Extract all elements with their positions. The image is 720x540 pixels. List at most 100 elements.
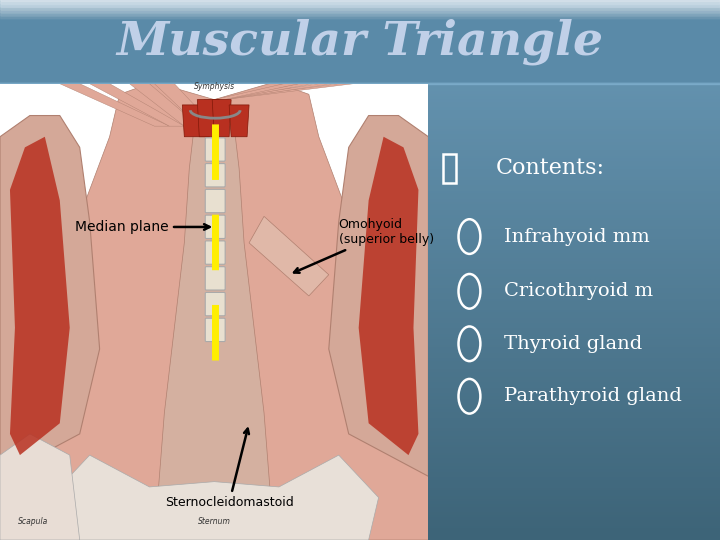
Bar: [0, 321, 720, 324]
Bar: [0, 381, 720, 383]
Bar: [0, 16, 720, 19]
Bar: [0, 316, 720, 319]
Bar: [0, 1, 720, 3]
Bar: [0, 157, 720, 159]
Polygon shape: [0, 84, 428, 540]
FancyBboxPatch shape: [205, 138, 225, 161]
Bar: [0, 2, 720, 4]
Bar: [0, 47, 720, 81]
Bar: [0, 19, 720, 21]
Bar: [0, 518, 720, 521]
Bar: [0, 74, 720, 82]
Bar: [0, 146, 720, 148]
Bar: [0, 46, 720, 49]
Bar: [0, 424, 720, 427]
Bar: [0, 59, 720, 81]
Bar: [0, 491, 720, 494]
Bar: [0, 194, 720, 197]
Bar: [0, 197, 720, 200]
Polygon shape: [10, 137, 70, 455]
Bar: [0, 213, 720, 216]
Bar: [0, 448, 720, 451]
Bar: [0, 338, 720, 340]
Bar: [0, 286, 720, 289]
Bar: [0, 62, 720, 65]
Bar: [0, 24, 720, 27]
Bar: [0, 246, 720, 248]
Bar: [0, 36, 720, 80]
Polygon shape: [214, 84, 354, 99]
Bar: [0, 346, 720, 348]
Bar: [0, 219, 720, 221]
Bar: [0, 521, 720, 524]
Bar: [0, 22, 720, 24]
FancyBboxPatch shape: [205, 164, 225, 187]
Bar: [0, 421, 720, 424]
Bar: [0, 456, 720, 459]
Bar: [0, 470, 720, 472]
Bar: [0, 51, 720, 81]
Bar: [0, 475, 720, 478]
Bar: [0, 181, 720, 184]
FancyBboxPatch shape: [205, 190, 225, 213]
Bar: [0, 262, 720, 265]
Polygon shape: [197, 99, 219, 137]
Bar: [0, 367, 720, 370]
Bar: [0, 305, 720, 308]
Bar: [0, 53, 720, 81]
Bar: [0, 446, 720, 448]
Bar: [0, 248, 720, 251]
Bar: [0, 502, 720, 505]
Bar: [0, 513, 720, 516]
Polygon shape: [50, 455, 379, 540]
Bar: [0, 73, 720, 76]
Bar: [0, 28, 720, 80]
Bar: [0, 82, 720, 84]
Bar: [0, 243, 720, 246]
Bar: [0, 4, 720, 6]
Bar: [0, 176, 720, 178]
Bar: [0, 329, 720, 332]
Bar: [0, 26, 720, 80]
Polygon shape: [182, 105, 211, 137]
Bar: [0, 143, 720, 146]
Text: Sternum: Sternum: [198, 517, 230, 526]
Bar: [0, 113, 720, 116]
Bar: [0, 238, 720, 240]
Bar: [0, 302, 720, 305]
Bar: [0, 65, 720, 68]
Bar: [0, 308, 720, 310]
Bar: [0, 467, 720, 470]
Bar: [0, 364, 720, 367]
Bar: [0, 7, 720, 9]
FancyBboxPatch shape: [205, 241, 225, 264]
Bar: [0, 186, 720, 189]
Polygon shape: [60, 84, 169, 126]
Polygon shape: [229, 105, 249, 137]
Bar: [0, 510, 720, 513]
Bar: [0, 259, 720, 262]
Bar: [0, 159, 720, 162]
Text: Thyroid gland: Thyroid gland: [504, 335, 642, 353]
Bar: [0, 59, 720, 62]
Bar: [0, 359, 720, 362]
Bar: [0, 292, 720, 294]
Bar: [0, 76, 720, 78]
Bar: [0, 33, 720, 80]
Bar: [0, 189, 720, 192]
Bar: [0, 254, 720, 256]
Bar: [0, 418, 720, 421]
Bar: [0, 362, 720, 364]
Bar: [0, 462, 720, 464]
Bar: [0, 251, 720, 254]
Text: Contents:: Contents:: [495, 157, 604, 179]
Bar: [0, 481, 720, 483]
Bar: [0, 13, 720, 15]
Bar: [0, 84, 720, 86]
Bar: [0, 32, 720, 35]
Bar: [0, 72, 720, 82]
Bar: [0, 138, 720, 140]
Bar: [0, 57, 720, 81]
Bar: [0, 148, 720, 151]
Bar: [0, 0, 720, 3]
